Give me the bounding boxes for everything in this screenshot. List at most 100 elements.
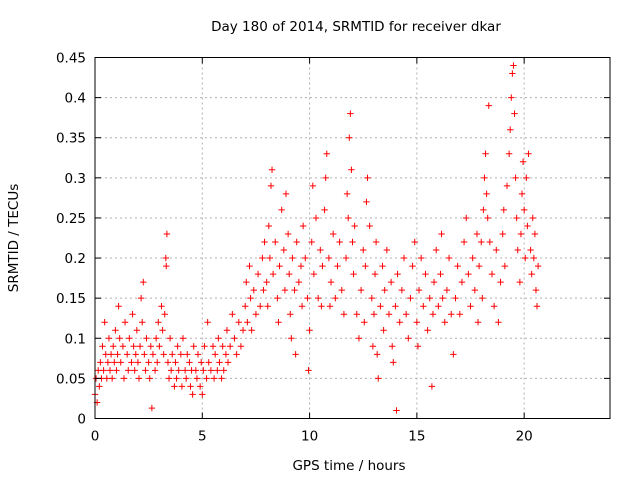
- data-point: [510, 62, 517, 69]
- data-point: [347, 110, 354, 117]
- data-point: [523, 174, 530, 182]
- data-point: [513, 214, 520, 222]
- data-point: [131, 367, 138, 374]
- data-point: [387, 278, 395, 286]
- data-point: [147, 343, 154, 350]
- data-point: [379, 262, 386, 270]
- data-point: [179, 335, 187, 342]
- data-point: [237, 343, 245, 350]
- data-point: [377, 302, 384, 310]
- data-point: [458, 278, 466, 286]
- data-point: [163, 230, 171, 238]
- data-point: [318, 302, 325, 310]
- data-point: [173, 375, 180, 382]
- data-points: [91, 62, 542, 414]
- data-point: [454, 262, 461, 270]
- data-point: [201, 343, 208, 350]
- data-point: [323, 150, 330, 157]
- y-tick-label: 0.1: [65, 331, 86, 347]
- data-point: [306, 327, 313, 334]
- data-point: [534, 262, 542, 270]
- data-point: [428, 383, 436, 390]
- data-point: [120, 375, 128, 382]
- data-point: [125, 367, 132, 374]
- data-point: [370, 311, 378, 318]
- data-point: [215, 335, 222, 342]
- data-point: [529, 214, 536, 222]
- data-point: [340, 311, 348, 318]
- data-point: [460, 238, 468, 246]
- data-point: [261, 238, 268, 246]
- plot-frame: [94, 57, 611, 419]
- data-point: [223, 327, 231, 334]
- data-point: [149, 351, 157, 358]
- data-point: [500, 206, 507, 214]
- data-point: [432, 246, 440, 254]
- data-point: [135, 375, 143, 382]
- data-point: [130, 343, 137, 350]
- data-point: [139, 319, 146, 326]
- data-point: [361, 319, 368, 326]
- data-point: [146, 375, 153, 382]
- data-point: [151, 367, 159, 374]
- data-point: [443, 286, 451, 294]
- data-point: [177, 351, 185, 358]
- data-point: [192, 367, 200, 374]
- data-point: [254, 270, 262, 278]
- data-point: [360, 246, 367, 254]
- data-point: [467, 302, 474, 310]
- y-axis-ticks: 0 0.05 0.1 0.15 0.2 0.25 0.3 0.35 0.4 0.45: [56, 51, 610, 428]
- data-point: [463, 214, 470, 222]
- data-point: [187, 383, 194, 390]
- data-point: [473, 230, 481, 238]
- data-point: [159, 327, 166, 334]
- data-point: [99, 343, 106, 350]
- data-point: [450, 351, 457, 358]
- data-point: [145, 359, 152, 366]
- data-point: [407, 294, 414, 302]
- data-point: [380, 327, 387, 334]
- data-point: [229, 311, 236, 318]
- data-point: [101, 319, 108, 326]
- data-point: [516, 278, 524, 286]
- y-tick-label: 0.45: [56, 51, 86, 67]
- data-point: [332, 294, 339, 302]
- data-point: [218, 375, 225, 382]
- y-tick-label: 0.2: [65, 251, 86, 267]
- data-point: [530, 254, 538, 262]
- data-point: [97, 359, 104, 366]
- y-tick-label: 0.35: [56, 131, 86, 147]
- data-point: [252, 311, 260, 318]
- data-point: [501, 262, 509, 270]
- data-point: [525, 150, 532, 157]
- data-point: [291, 286, 298, 294]
- data-point: [257, 302, 264, 310]
- data-point: [259, 254, 266, 262]
- data-point: [226, 343, 234, 350]
- data-point: [121, 319, 129, 326]
- data-point: [368, 294, 376, 302]
- data-point: [132, 351, 139, 358]
- data-point: [350, 270, 357, 278]
- y-tick-label: 0.05: [56, 371, 86, 387]
- data-point: [282, 190, 290, 198]
- data-point: [520, 206, 528, 214]
- data-point: [430, 278, 438, 286]
- y-tick-label: 0.15: [56, 291, 86, 307]
- data-point: [527, 246, 534, 254]
- data-point: [266, 254, 274, 262]
- data-point: [194, 351, 202, 358]
- data-point: [414, 343, 422, 350]
- data-point: [319, 262, 326, 270]
- data-point: [140, 278, 147, 286]
- y-tick-label: 0.25: [56, 211, 86, 227]
- data-point: [107, 351, 115, 358]
- data-point: [96, 383, 103, 390]
- data-point: [115, 302, 122, 310]
- data-point: [209, 343, 217, 350]
- data-point: [167, 367, 175, 374]
- data-point: [531, 230, 539, 238]
- x-tick-label: 20: [516, 429, 533, 445]
- data-point: [175, 367, 182, 374]
- data-point: [317, 246, 324, 254]
